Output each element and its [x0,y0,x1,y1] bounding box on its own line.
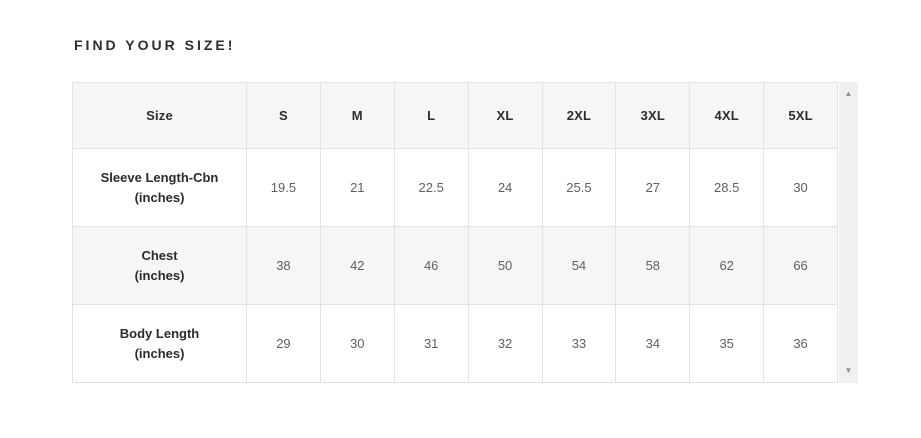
row-label-unit: (inches) [134,267,185,283]
scroll-up-icon[interactable]: ▲ [844,89,853,98]
row-label: Body Length (inches) [72,304,247,383]
column-header-xl: XL [467,82,543,149]
measurement-cell: 66 [763,226,838,305]
measurement-cell: 32 [467,304,543,383]
measurement-cell: 31 [393,304,469,383]
measurement-cell: 19.5 [246,148,321,227]
row-label: Sleeve Length-Cbn (inches) [72,148,247,227]
column-header-m: M [319,82,395,149]
row-label-unit: (inches) [134,345,185,361]
column-header-size: Size [72,82,247,149]
column-header-l: L [393,82,469,149]
row-label-text: Sleeve Length-Cbn [100,170,219,185]
table-row: Body Length (inches) 29 30 31 32 33 34 35 36 [72,304,838,383]
scroll-down-icon[interactable]: ▼ [844,366,853,375]
row-label-unit: (inches) [134,189,185,205]
measurement-cell: 58 [615,226,691,305]
size-chart-header: Size S M L XL 2XL 3XL 4XL 5XL [72,82,838,149]
table-row: Sleeve Length-Cbn (inches) 19.5 21 22.5 24 25.… [72,148,838,227]
measurement-cell: 21 [319,148,395,227]
size-chart-table: Size S M L XL 2XL 3XL 4XL 5XL Sleeve Length-Cbn (… [72,82,838,383]
measurement-cell: 42 [319,226,395,305]
measurement-cell: 36 [763,304,838,383]
table-row: Chest (inches) 38 42 46 50 54 58 62 66 [72,226,838,305]
measurement-cell: 24 [467,148,543,227]
measurement-cell: 33 [541,304,617,383]
column-header-3xl: 3XL [615,82,691,149]
size-chart-body: Sleeve Length-Cbn (inches) 19.5 21 22.5 24 25.… [72,148,838,383]
measurement-cell: 28.5 [689,148,765,227]
column-header-4xl: 4XL [689,82,765,149]
row-label-text: Chest [141,248,178,263]
header-row: Size S M L XL 2XL 3XL 4XL 5XL [72,82,838,149]
column-header-5xl: 5XL [763,82,838,149]
column-header-s: S [246,82,321,149]
measurement-cell: 27 [615,148,691,227]
measurement-cell: 62 [689,226,765,305]
measurement-cell: 22.5 [393,148,469,227]
vertical-scrollbar[interactable]: ▲ ▼ [839,82,858,383]
measurement-cell: 34 [615,304,691,383]
page-title: FIND YOUR SIZE! [74,37,236,53]
column-header-2xl: 2XL [541,82,617,149]
size-chart-container: Size S M L XL 2XL 3XL 4XL 5XL Sleeve Length-Cbn (… [72,82,858,383]
row-label-text: Body Length [119,326,200,341]
measurement-cell: 38 [246,226,321,305]
row-label: Chest (inches) [72,226,247,305]
measurement-cell: 35 [689,304,765,383]
measurement-cell: 30 [763,148,838,227]
measurement-cell: 50 [467,226,543,305]
measurement-cell: 25.5 [541,148,617,227]
measurement-cell: 46 [393,226,469,305]
measurement-cell: 54 [541,226,617,305]
measurement-cell: 29 [246,304,321,383]
measurement-cell: 30 [319,304,395,383]
